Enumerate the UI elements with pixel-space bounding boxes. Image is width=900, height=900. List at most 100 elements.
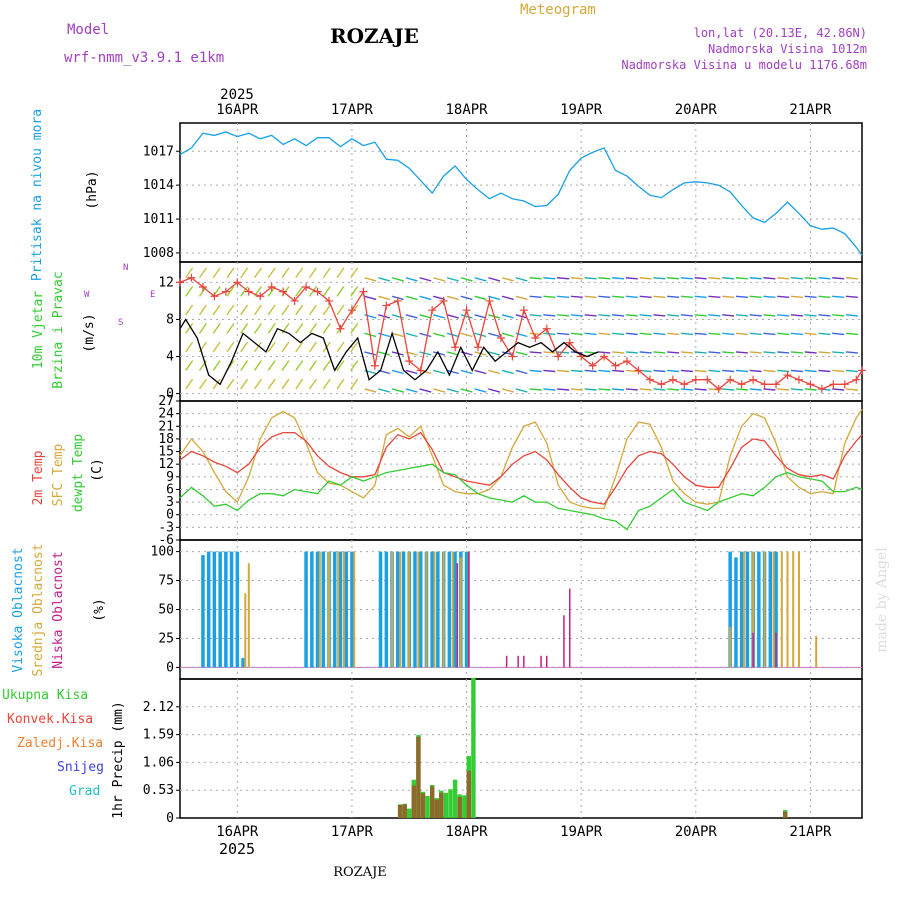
wind-barb: [584, 369, 597, 373]
wind-barb: [308, 341, 317, 353]
cloud-bar: [774, 551, 778, 668]
precip-legend-item: Ukupna Kisa: [2, 688, 88, 703]
wind-barb: [777, 295, 790, 298]
wind-barb: [804, 332, 817, 336]
wind-barb: [735, 314, 748, 317]
wind-barb: [198, 304, 207, 316]
cloud-bar: [399, 551, 402, 668]
wind-barb: [501, 388, 514, 393]
wind-panel: 0 4 8 12: [158, 261, 866, 402]
wind-barb: [281, 267, 290, 279]
y-tick-label: 100: [151, 545, 174, 560]
y-tick-label: 18: [158, 432, 174, 447]
wind-barb: [612, 332, 625, 336]
wind-barb: [212, 360, 221, 371]
wind-barb: [295, 286, 304, 297]
cloud-bar: [247, 563, 250, 668]
cloud-bar: [786, 551, 789, 668]
y-tick-label: 0: [166, 387, 174, 402]
wind-barb: [391, 332, 404, 338]
cloud-bar: [212, 551, 217, 668]
wind-barb: [680, 388, 693, 391]
wind-barb: [212, 378, 221, 390]
wind-barb: [433, 277, 446, 282]
wind-barb: [364, 314, 377, 319]
bottom-date-label: 21APR: [789, 824, 832, 840]
precip-bar: [457, 797, 462, 818]
bottom-year-label: 2025: [219, 840, 255, 858]
wind-barb: [226, 304, 235, 316]
y-tick-label: 25: [158, 631, 174, 646]
pressure-line: [179, 131, 863, 256]
wind-barb: [267, 304, 276, 316]
cloud-bar: [456, 563, 459, 668]
wind-barb: [790, 388, 803, 391]
cloud-bar: [540, 655, 542, 668]
wind-barb: [777, 388, 790, 391]
wind-barb: [543, 314, 556, 317]
cloud-bar: [315, 551, 320, 668]
wind-barb: [763, 388, 776, 391]
wind-barb: [515, 369, 528, 375]
wind-barb: [253, 304, 262, 316]
precip-bar: [430, 786, 435, 818]
cloud-bar: [235, 551, 240, 668]
wind-barb: [804, 369, 817, 373]
wind-barb: [598, 277, 611, 280]
y-tick-label: 24: [158, 407, 174, 422]
wind-barb: [598, 332, 611, 336]
wind-barb: [749, 351, 762, 354]
wind-barb: [350, 378, 359, 390]
temp-ylabel-2: SFC Temp: [51, 444, 66, 507]
cloud-bar: [353, 551, 356, 668]
cloud-bar: [396, 551, 400, 668]
wind-barb: [653, 314, 666, 317]
wind-barb: [570, 369, 583, 373]
top-date-label: 21APR: [789, 102, 832, 118]
y-tick-label: 0: [166, 660, 174, 675]
precip-bar: [462, 795, 467, 818]
wind-barb: [364, 295, 377, 301]
wind-barb: [584, 388, 597, 391]
cloud-bar: [464, 551, 469, 668]
precip-bar: [407, 808, 412, 818]
wind-barb: [694, 277, 707, 280]
wind-barb: [185, 304, 194, 316]
wind-barb: [308, 323, 317, 334]
wind-barb: [446, 314, 459, 319]
wind-barb: [226, 267, 235, 279]
gust-line: [179, 277, 863, 390]
cloud-bar: [337, 551, 340, 668]
wind-barb: [722, 351, 735, 354]
precip-legend-item: Snijeg: [57, 760, 104, 775]
cloud-bar: [752, 551, 755, 668]
wind-barb: [267, 323, 276, 334]
cloud-bar: [417, 551, 420, 668]
wind-barb: [474, 388, 487, 393]
temp-ylabel-1: 2m Temp: [31, 450, 46, 505]
precip-legend-item: Zaledj.Kisa: [17, 736, 103, 751]
wind-barb: [350, 341, 359, 353]
bottom-date-label: 16APR: [216, 824, 259, 840]
wind-barb: [253, 341, 262, 353]
wind-barb: [625, 314, 638, 317]
precip-bar: [397, 804, 403, 818]
cloud-bar: [318, 551, 321, 668]
wind-barb: [267, 378, 276, 390]
wind-barb: [804, 314, 817, 317]
wind-barb: [419, 277, 432, 282]
precip-bar: [448, 789, 453, 818]
wind-barb: [845, 314, 858, 317]
wind-barb: [419, 295, 432, 301]
wind-barb: [653, 295, 666, 298]
wind-barb: [722, 332, 735, 336]
wind-barb: [818, 332, 831, 336]
wind-barb: [212, 323, 221, 334]
wind-barb: [667, 388, 680, 391]
precip-bar: [783, 811, 788, 818]
precip-bar: [471, 678, 476, 818]
wind-barb: [488, 332, 501, 338]
wind-barb: [680, 314, 693, 317]
wind-barb: [433, 369, 446, 375]
wind-barb: [667, 332, 680, 336]
